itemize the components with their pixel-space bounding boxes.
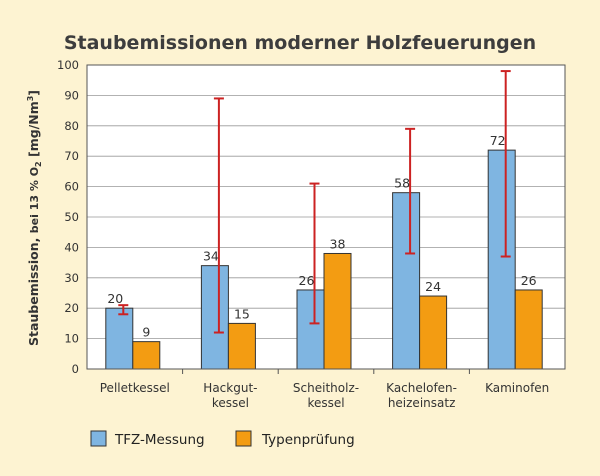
- x-tick-label: kessel: [212, 396, 249, 410]
- y-tick-label: 10: [64, 332, 79, 346]
- chart-title: Staubemissionen moderner Holzfeuerungen: [64, 32, 536, 54]
- bar-typenpruefung: [132, 341, 161, 370]
- x-tick-label: heizeinsatz: [388, 396, 456, 410]
- bars: [105, 149, 543, 370]
- y-tick-label: 0: [72, 362, 79, 376]
- x-tick-label: Kaminofen: [485, 381, 549, 395]
- bar-tfz-messung: [200, 265, 229, 370]
- y-tick-label: 90: [64, 88, 79, 102]
- data-labels: 20 9 34 15 26 38 58 24 72 26: [107, 133, 536, 340]
- legend-label: TFZ-Messung: [114, 432, 205, 448]
- y-tick-label: 70: [64, 149, 79, 163]
- y-tick-label: 30: [64, 271, 79, 285]
- data-label: 24: [425, 279, 441, 294]
- legend-label: Typenprüfung: [261, 432, 355, 448]
- x-tick-label: Pelletkessel: [100, 381, 170, 395]
- y-axis-ticks: 0 10 20 30 40 50 60 70 80 90 100: [57, 58, 79, 376]
- data-label: 58: [394, 176, 410, 191]
- x-axis-ticks: Pelletkessel Hackgut-kesselScheitholz-kes…: [100, 369, 549, 410]
- data-label: 34: [203, 249, 219, 264]
- x-tick-label: Scheitholz-: [293, 381, 359, 395]
- y-tick-label: 100: [57, 58, 79, 72]
- legend-swatch: [90, 430, 107, 447]
- data-label: 26: [521, 273, 537, 288]
- bar-tfz-messung: [105, 307, 134, 370]
- y-tick-label: 50: [64, 210, 79, 224]
- bar-typenpruefung: [419, 295, 448, 370]
- y-tick-label: 60: [64, 180, 79, 194]
- data-label: 26: [299, 273, 315, 288]
- legend: TFZ-Messung Typenprüfung: [90, 430, 355, 448]
- y-tick-label: 40: [64, 240, 79, 254]
- y-axis-label: Staubemission, bei 13 % O2 [mg/Nm3]: [26, 90, 43, 346]
- x-tick-label: Hackgut-: [203, 381, 257, 395]
- data-label: 9: [142, 325, 150, 340]
- bar-typenpruefung: [514, 289, 543, 370]
- legend-swatch: [235, 430, 252, 447]
- bar-tfz-messung: [392, 192, 421, 370]
- error-bars: [118, 70, 511, 334]
- bar-tfz-messung: [487, 149, 516, 370]
- data-label: 20: [107, 291, 123, 306]
- bar-typenpruefung: [227, 322, 256, 370]
- y-tick-label: 80: [64, 119, 79, 133]
- data-label: 72: [490, 133, 506, 148]
- data-label: 15: [234, 306, 250, 321]
- bar-tfz-messung: [296, 289, 325, 370]
- plot-frame: [86, 64, 566, 370]
- bar-typenpruefung: [323, 252, 352, 370]
- data-label: 38: [330, 236, 346, 251]
- x-tick-label: kessel: [307, 396, 344, 410]
- y-tick-label: 20: [64, 301, 79, 315]
- x-tick-label: Kachelofen-: [386, 381, 457, 395]
